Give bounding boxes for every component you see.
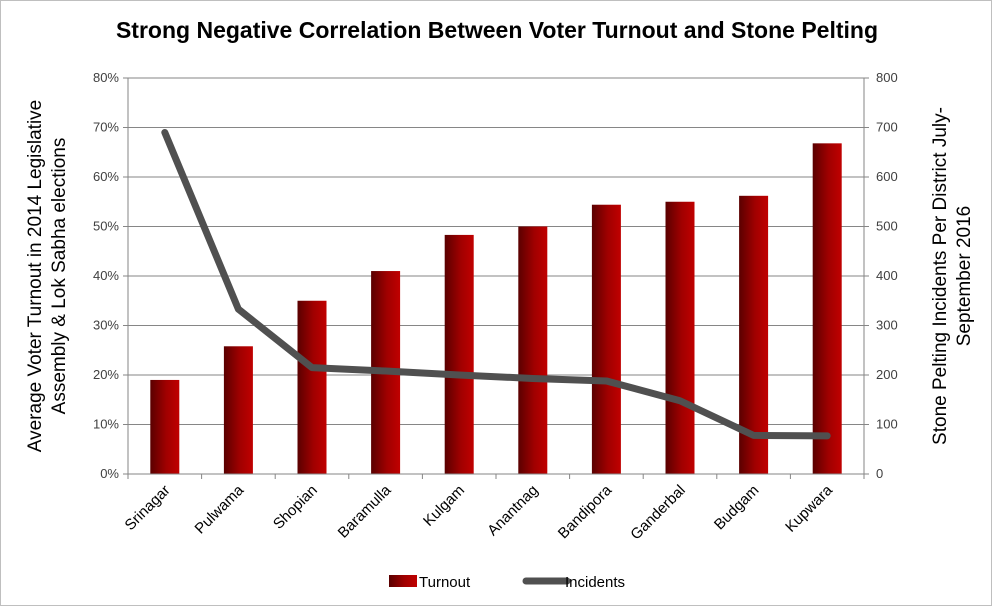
incidents-point [311, 366, 313, 369]
turnout-bar [297, 300, 327, 474]
incidents-line [161, 128, 831, 440]
incidents-point [531, 377, 534, 380]
category-label: Pulwama [192, 481, 248, 537]
category-label: Baramulla [335, 481, 395, 541]
incidents-point [826, 434, 829, 437]
turnout-bar [518, 226, 548, 474]
right-tick-label: 200 [876, 367, 898, 382]
left-tick-label: 20% [93, 367, 119, 382]
left-axis-title-line: Average Voter Turnout in 2014 Legislativ… [25, 100, 46, 452]
turnout-bar [223, 346, 253, 474]
right-axis-title-line: September 2016 [954, 206, 975, 347]
turnout-bar [665, 201, 695, 474]
turnout-bars [150, 143, 842, 474]
turnout-bar [812, 143, 842, 474]
turnout-bar [591, 204, 621, 474]
right-tick-label: 0 [876, 466, 883, 481]
category-label: Bandipora [555, 481, 616, 542]
left-tick-label: 50% [93, 219, 119, 234]
right-tick-label: 100 [876, 417, 898, 432]
category-label: Shopian [270, 482, 321, 533]
chart-title: Strong Negative Correlation Between Vote… [115, 17, 879, 43]
right-axis-title-line: Stone Pelting Incidents Per District Jul… [930, 107, 951, 445]
legend: Turnout Incidents [389, 574, 625, 591]
right-tick-label: 800 [876, 70, 898, 85]
category-label: Kupwara [782, 481, 836, 535]
right-axis-title: Stone Pelting Incidents Per District Jul… [930, 107, 975, 445]
right-tick-label: 400 [876, 268, 898, 283]
left-tick-label: 0% [100, 466, 119, 481]
left-tick-label: 60% [93, 169, 119, 184]
axes [123, 77, 869, 479]
category-label: Ganderbal [627, 482, 689, 544]
category-label: Kulgam [420, 482, 468, 530]
left-tick-label: 10% [93, 417, 119, 432]
right-tick-label: 700 [876, 120, 898, 135]
incidents-point [458, 374, 461, 376]
incidents-line-layer [161, 128, 831, 440]
left-tick-label: 40% [93, 268, 119, 283]
incidents-point [752, 434, 755, 437]
incidents-point [384, 370, 387, 373]
turnout-bar [444, 234, 474, 474]
legend-turnout-label: Turnout [419, 574, 471, 591]
legend-turnout-swatch [389, 575, 417, 587]
left-tick-label: 30% [93, 318, 119, 333]
category-label: Anantnag [484, 482, 541, 539]
incidents-point [237, 308, 240, 311]
left-axis-title-line: Assembly & Lok Sabha elections [49, 138, 70, 415]
incidents-point [163, 131, 166, 134]
incidents-point [679, 399, 681, 402]
left-axis-title: Average Voter Turnout in 2014 Legislativ… [25, 100, 70, 452]
right-tick-label: 500 [876, 219, 898, 234]
legend-incidents-label: Incidents [565, 574, 625, 591]
category-label: Budgam [711, 482, 763, 534]
right-tick-label: 600 [876, 169, 898, 184]
right-tick-label: 300 [876, 318, 898, 333]
left-tick-label: 80% [93, 70, 119, 85]
category-label: Srinagar [122, 482, 174, 534]
left-tick-label: 70% [93, 120, 119, 135]
incidents-point [605, 379, 608, 382]
turnout-bar [150, 379, 180, 474]
